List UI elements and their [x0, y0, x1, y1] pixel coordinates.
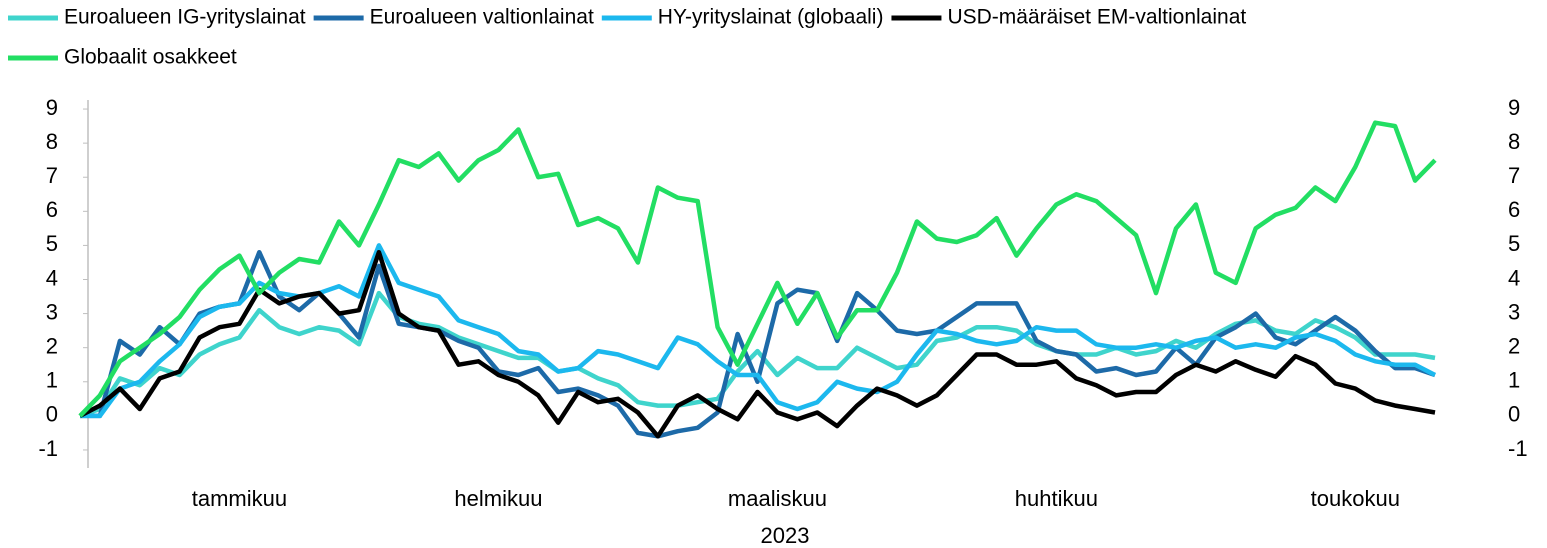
y-tick-label: 8 [46, 129, 58, 154]
legend-label: HY-yrityslainat (globaali) [658, 6, 884, 29]
y2-tick-label: 0 [1508, 402, 1520, 427]
x-tick-label: huhtikuu [1015, 486, 1098, 511]
series-line [78, 120, 1437, 418]
x-tick-label: helmikuu [454, 486, 542, 511]
y2-tick-label: 3 [1508, 299, 1520, 324]
y2-tick-label: -1 [1508, 436, 1528, 461]
x-tick-label: maaliskuu [728, 486, 827, 511]
y-tick-label: 1 [46, 368, 58, 393]
series-line [78, 249, 1436, 439]
y-tick-label: 5 [46, 231, 58, 256]
x-axis-label: 2023 [761, 523, 810, 548]
series-line [79, 290, 1436, 419]
y2-tick-label: 9 [1508, 95, 1520, 120]
y-tick-label: 9 [46, 95, 58, 120]
y2-tick-label: 2 [1508, 333, 1520, 358]
y-tick-label: 2 [46, 333, 58, 358]
x-tick-label: tammikuu [192, 486, 287, 511]
x-tick-label: toukokuu [1311, 486, 1400, 511]
y2-tick-label: 7 [1508, 163, 1520, 188]
y-tick-label: 3 [46, 299, 58, 324]
y2-tick-label: 1 [1508, 368, 1520, 393]
y-tick-label: 4 [46, 265, 58, 290]
y-tick-label: 6 [46, 197, 58, 222]
y2-tick-label: 5 [1508, 231, 1520, 256]
legend-label: USD-määräiset EM-valtionlainat [947, 6, 1246, 29]
y-tick-label: 7 [46, 163, 58, 188]
y2-tick-label: 4 [1508, 265, 1520, 290]
legend-label: Globaalit osakkeet [64, 46, 237, 69]
series-line [80, 249, 1436, 439]
y2-tick-label: 6 [1508, 197, 1520, 222]
y2-tick-label: 8 [1508, 129, 1520, 154]
legend-label: Euroalueen IG-yrityslainat [64, 6, 306, 29]
y-tick-label: -1 [38, 436, 58, 461]
legend-label: Euroalueen valtionlainat [370, 6, 594, 29]
y-tick-label: 0 [46, 402, 58, 427]
